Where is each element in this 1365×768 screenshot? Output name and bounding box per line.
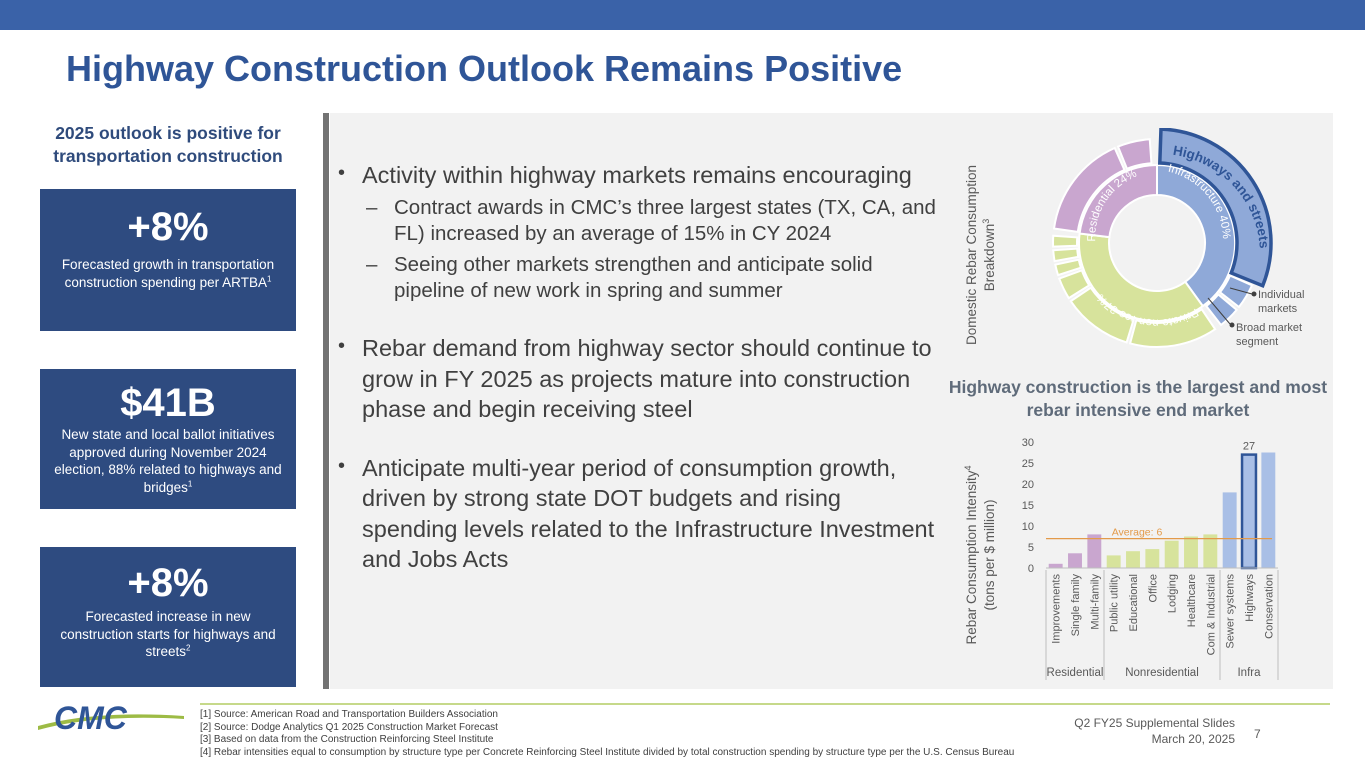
y-tick-label: 15 <box>1022 500 1034 512</box>
bar-healthcare <box>1184 536 1198 568</box>
stat-card-starts: +8% Forecasted increase in new construct… <box>40 547 296 687</box>
outer-segment-private-1 <box>1069 286 1135 344</box>
group-label: Residential <box>1047 667 1104 679</box>
stat-description: Forecasted growth in transportation cons… <box>61 257 275 290</box>
cmc-logo: CMC <box>38 700 184 736</box>
footnotes: [1] Source: American Road and Transporta… <box>200 709 1014 759</box>
stat-description: New state and local ballot initiatives a… <box>54 427 282 495</box>
inner-segment-infra <box>1156 163 1236 308</box>
left-heading: 2025 outlook is positive for transportat… <box>53 123 283 166</box>
stat-value: +8% <box>127 561 209 605</box>
x-tick-label: Single family <box>1070 574 1082 637</box>
outer-segment-highways <box>1157 128 1273 288</box>
outer-segment-private-0 <box>1128 307 1217 348</box>
bar-public-utility <box>1106 555 1121 568</box>
bullet-item: Rebar demand from highway sector should … <box>336 333 936 425</box>
stat-card-ballot: $41B New state and local ballot initiati… <box>40 369 296 509</box>
footnote: [2] Source: Dodge Analytics Q1 2025 Cons… <box>200 721 498 733</box>
slide-meta-title: Q2 FY25 Supplemental Slides <box>1074 716 1235 730</box>
bar-lodging <box>1164 540 1179 568</box>
bar-chart-title: Highway construction is the largest and … <box>948 377 1328 420</box>
group-label: Nonresidential <box>1125 667 1199 679</box>
y-tick-label: 5 <box>1028 542 1034 554</box>
x-tick-label: Improvements <box>1051 574 1063 644</box>
outer-segment-private-4 <box>1052 247 1080 263</box>
footnote: [3] Based on data from the Construction … <box>200 734 494 745</box>
rebar-consumption-donut: Infrastructure 40% Private non-res 37% R… <box>1052 128 1304 348</box>
legend-individual-line2: markets <box>1258 303 1298 315</box>
x-tick-label: Multi-family <box>1089 574 1101 630</box>
inner-segment-residential <box>1078 163 1158 239</box>
page-title: Highway Construction Outlook Remains Pos… <box>66 48 903 89</box>
x-tick-label: Sewer systems <box>1225 574 1237 649</box>
outer-segment-residential-b <box>1116 138 1153 171</box>
group-labels: Residential Nonresidential Infra <box>1045 570 1279 680</box>
bar-office <box>1145 549 1160 568</box>
average-label: Average: 6 <box>1112 527 1163 539</box>
legend-individual-line1: Individual <box>1258 289 1304 301</box>
x-tick-label: Com & Industrial <box>1205 574 1217 655</box>
x-tick-label: Conservation <box>1263 574 1275 639</box>
x-axis-labels: Improvements Single family Multi-family Pub… <box>1051 574 1276 656</box>
average-line: Average: 6 <box>1046 527 1278 569</box>
outer-segment-private-2 <box>1057 269 1091 300</box>
slide-meta: Q2 FY25 Supplemental Slides March 20, 20… <box>1074 716 1235 747</box>
sub-bullet-item: Seeing other markets strengthen and anti… <box>362 252 936 305</box>
footnote: [4] Rebar intensities equal to consumpti… <box>200 746 1015 758</box>
footnote: [1] Source: American Road and Transporta… <box>200 709 498 720</box>
group-label: Infra <box>1237 667 1261 679</box>
stat-description: Forecasted increase in new construction … <box>60 609 276 660</box>
legend-broad-line2: segment <box>1236 336 1278 348</box>
donut-legend: Individual markets Broad market segment <box>1207 287 1304 348</box>
divider-bar <box>323 113 329 689</box>
bar-improvements <box>1048 563 1063 568</box>
bar-multi-family <box>1087 534 1102 568</box>
donut-rings <box>1052 128 1273 348</box>
outer-segment-private-5 <box>1052 234 1079 248</box>
x-tick-label: Healthcare <box>1186 574 1198 627</box>
bar-highways <box>1240 453 1258 570</box>
x-tick-label: Public utility <box>1109 574 1121 633</box>
y-tick-label: 30 <box>1022 437 1034 449</box>
bar-single-family <box>1068 553 1082 568</box>
slide-meta-date: March 20, 2025 <box>1151 731 1235 746</box>
bullet-item: Anticipate multi-year period of consumpt… <box>336 453 936 575</box>
y-tick-label: 10 <box>1022 521 1034 533</box>
bar-sewer-systems <box>1222 492 1237 568</box>
bar-chart-ylabel-line1: Rebar Consumption Intensity4 <box>963 465 979 644</box>
legend-broad-line1: Broad market <box>1236 322 1302 334</box>
bar-chart-ylabel-line2: (tons per $ million) <box>982 499 997 610</box>
rebar-intensity-bar-chart: Rebar Consumption Intensity4 (tons per $… <box>963 437 1279 680</box>
top-banner <box>0 0 1365 30</box>
page-number: 7 <box>1254 727 1261 741</box>
highways-value-label: 27 <box>1243 441 1255 453</box>
bullet-list: Activity within highway markets remains … <box>336 160 936 603</box>
logo-text: CMC <box>54 700 128 736</box>
bullet-item: Activity within highway markets remains … <box>336 160 936 305</box>
x-tick-label: Educational <box>1128 574 1140 632</box>
y-tick-label: 0 <box>1028 563 1034 575</box>
x-tick-label: Highways <box>1244 574 1256 622</box>
y-axis-ticks: 0 5 10 15 20 25 30 <box>1022 437 1034 575</box>
outer-segment-residential-a <box>1052 146 1126 233</box>
bars: 27 <box>1048 441 1276 570</box>
outer-segment-infra-b <box>1204 293 1239 327</box>
x-tick-label: Office <box>1147 574 1159 603</box>
y-tick-label: 20 <box>1022 479 1034 491</box>
outer-segment-private-3 <box>1054 258 1083 277</box>
donut-axis-label: Domestic Rebar Consumption Breakdown3 <box>964 165 997 345</box>
stat-value: $41B <box>120 381 216 425</box>
footer-line <box>200 703 1330 705</box>
stat-value: +8% <box>127 205 209 249</box>
y-tick-label: 25 <box>1022 458 1034 470</box>
bar-conservation <box>1261 452 1276 568</box>
svg-text:Breakdown3: Breakdown3 <box>981 219 997 292</box>
svg-text:Domestic Rebar Consumption: Domestic Rebar Consumption <box>964 165 979 345</box>
sub-bullet-item: Contract awards in CMC’s three largest s… <box>362 195 936 248</box>
stat-card-growth: +8% Forecasted growth in transportation … <box>40 189 296 331</box>
x-tick-label: Lodging <box>1167 574 1179 613</box>
bar-com-industrial <box>1203 534 1218 568</box>
inner-segment-private <box>1078 232 1205 322</box>
bar-educational <box>1126 551 1140 568</box>
